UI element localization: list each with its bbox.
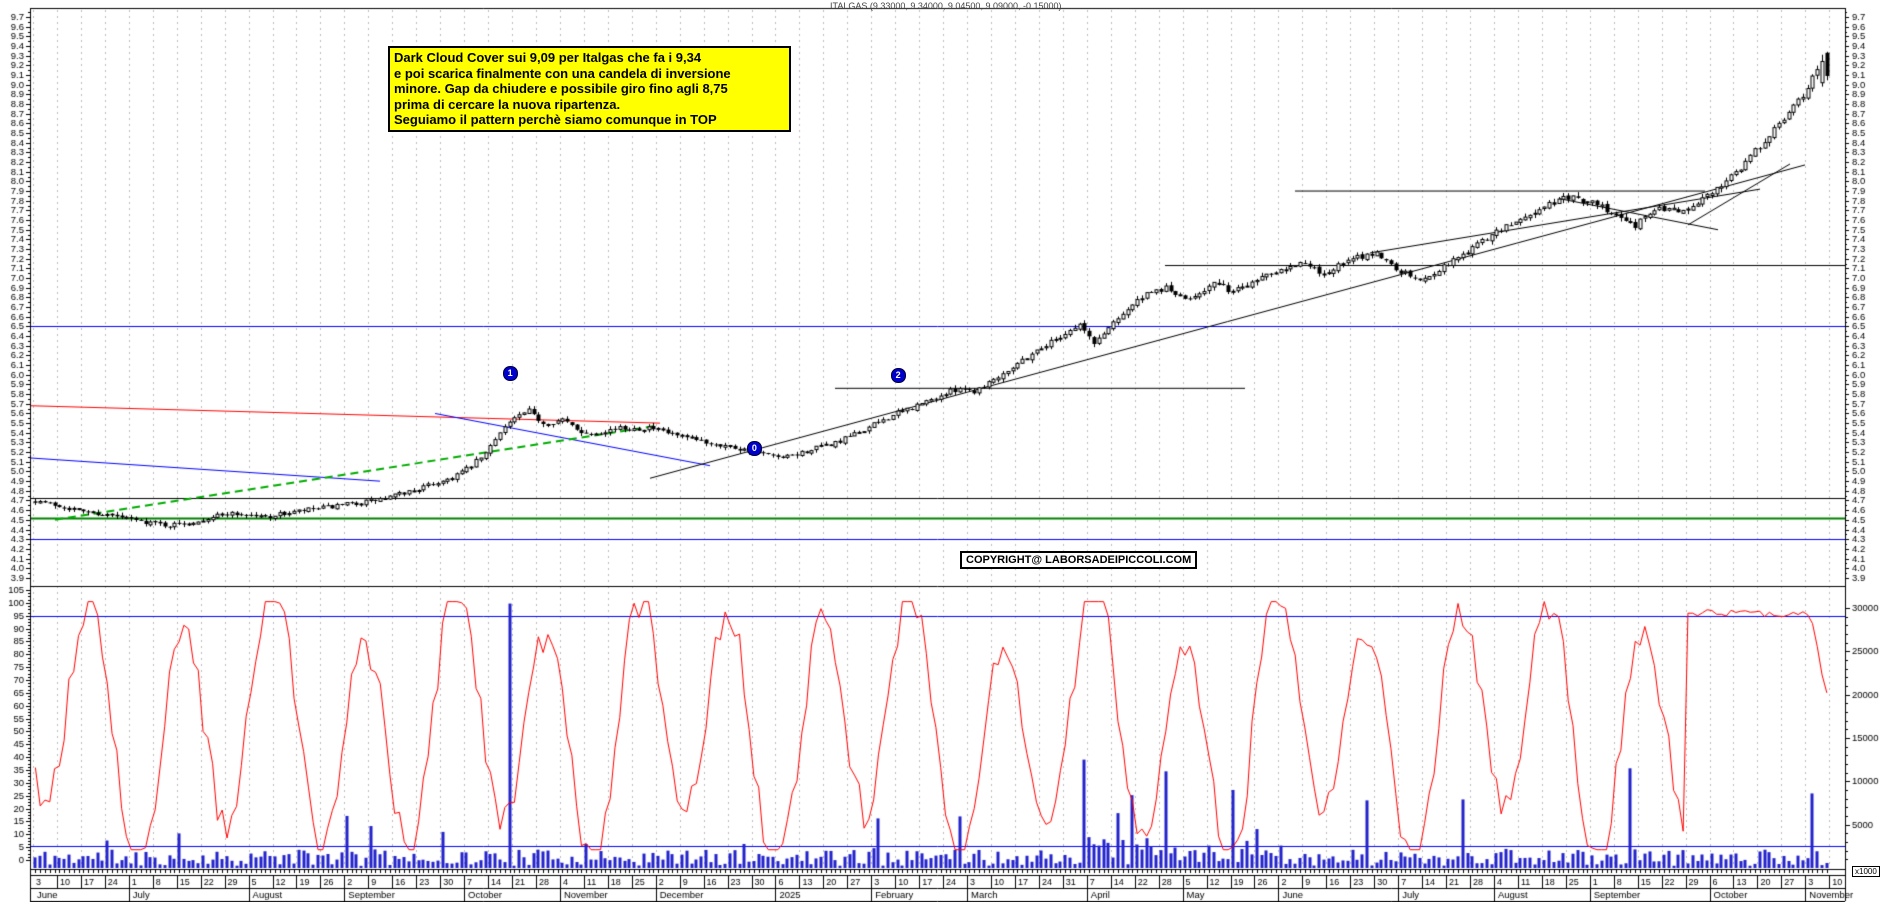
volume-unit-label: x1000: [1852, 866, 1880, 877]
annotation-line-5: Seguiamo il pattern perchè siamo comunqu…: [394, 112, 717, 127]
wave-label-2: 2: [890, 367, 906, 383]
annotation-line-4: prima di cercare la nuova ripartenza.: [394, 96, 621, 112]
copyright-badge: COPYRIGHT@ LABORSADEIPICCOLI.COM: [960, 551, 1198, 569]
wave-label-0: 0: [746, 441, 762, 457]
annotation-line-3: minore. Gap da chiudere e possibile giro…: [394, 81, 728, 96]
annotation-line-1: Dark Cloud Cover sui 9,09 per Italgas ch…: [394, 50, 702, 65]
annotation-line-2: e poi scarica finalmente con una candela…: [394, 65, 731, 81]
wave-label-1: 1: [502, 365, 518, 381]
chart-title: ITALGAS (9.33000, 9.34000, 9.04500, 9.09…: [830, 1, 1062, 11]
annotation-box: Dark Cloud Cover sui 9,09 per Italgas ch…: [388, 46, 791, 132]
